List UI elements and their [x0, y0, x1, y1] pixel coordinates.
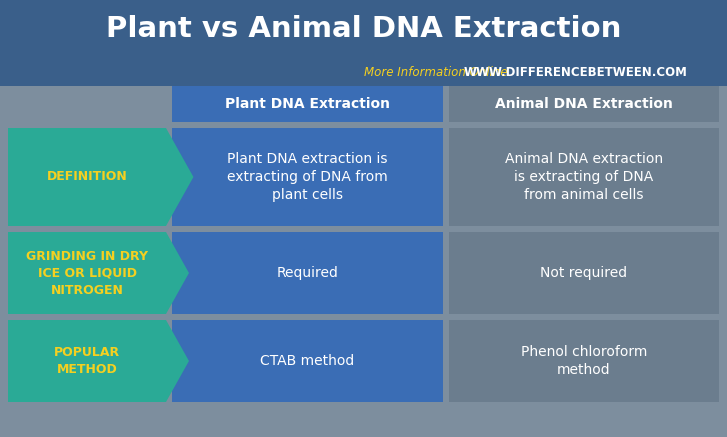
Text: Animal DNA Extraction: Animal DNA Extraction	[495, 97, 672, 111]
FancyBboxPatch shape	[449, 128, 719, 226]
Text: Animal DNA extraction
is extracting of DNA
from animal cells: Animal DNA extraction is extracting of D…	[505, 152, 663, 202]
FancyBboxPatch shape	[0, 0, 727, 86]
Text: Plant vs Animal DNA Extraction: Plant vs Animal DNA Extraction	[106, 15, 621, 43]
Text: Plant DNA Extraction: Plant DNA Extraction	[225, 97, 390, 111]
FancyBboxPatch shape	[449, 86, 719, 122]
Text: POPULAR
METHOD: POPULAR METHOD	[54, 346, 120, 376]
Text: CTAB method: CTAB method	[260, 354, 354, 368]
Text: GRINDING IN DRY
ICE OR LIQUID
NITROGEN: GRINDING IN DRY ICE OR LIQUID NITROGEN	[26, 250, 148, 296]
FancyBboxPatch shape	[172, 320, 443, 402]
Polygon shape	[8, 128, 193, 226]
FancyBboxPatch shape	[449, 320, 719, 402]
Polygon shape	[8, 232, 189, 314]
Text: Plant DNA extraction is
extracting of DNA from
plant cells: Plant DNA extraction is extracting of DN…	[227, 152, 387, 202]
Text: More Information Online: More Information Online	[364, 66, 507, 79]
Text: Not required: Not required	[540, 266, 627, 280]
Text: DEFINITION: DEFINITION	[47, 170, 127, 184]
FancyBboxPatch shape	[172, 128, 443, 226]
Text: Required: Required	[276, 266, 338, 280]
Polygon shape	[8, 320, 189, 402]
FancyBboxPatch shape	[449, 232, 719, 314]
FancyBboxPatch shape	[172, 86, 443, 122]
Text: WWW.DIFFERENCEBETWEEN.COM: WWW.DIFFERENCEBETWEEN.COM	[464, 66, 688, 79]
Text: Phenol chloroform
method: Phenol chloroform method	[521, 345, 647, 377]
FancyBboxPatch shape	[172, 232, 443, 314]
